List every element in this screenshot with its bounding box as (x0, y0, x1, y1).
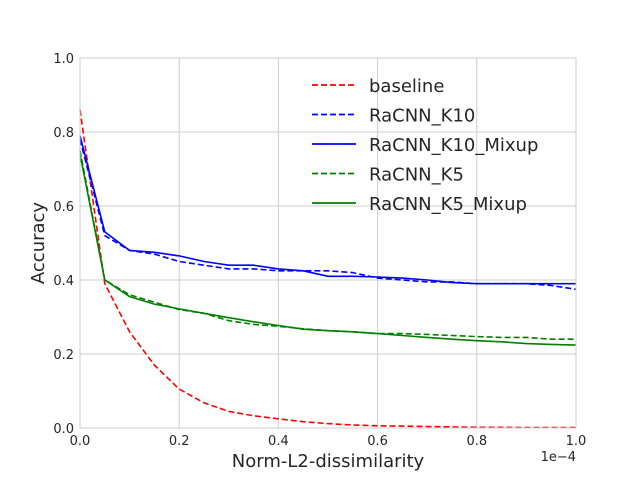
legend-label: RaCNN_K5_Mixup (369, 194, 527, 215)
legend-label: baseline (369, 76, 444, 97)
x-tick-label: 1.0 (566, 434, 587, 449)
legend-label: RaCNN_K5 (369, 165, 464, 186)
tick-labels: 0.0 0.2 0.4 0.6 0.8 1.0 0.0 0.2 0.4 0.6 0.8 1.0 (53, 52, 586, 449)
y-tick-label: 0.6 (53, 200, 74, 215)
series-line-baseline (79, 109, 576, 429)
y-tick-label: 0.2 (53, 348, 74, 363)
legend-label: RaCNN_K10_Mixup (369, 135, 538, 156)
x-tick-label: 0.0 (70, 434, 91, 449)
legend-label: RaCNN_K10 (369, 106, 475, 127)
x-tick-label: 0.6 (367, 434, 388, 449)
x-axis-label: Norm-L2-dissimilarity (232, 451, 425, 472)
series-line-racnn-k5-mixup (79, 154, 577, 346)
y-tick-label: 0.8 (53, 126, 74, 141)
x-tick-label: 0.4 (268, 434, 289, 449)
series-line-racnn-k10-mixup (79, 135, 576, 285)
x-offset-label: 1e−4 (541, 450, 576, 465)
x-tick-label: 0.2 (169, 434, 190, 449)
y-tick-label: 0.4 (53, 274, 74, 289)
y-tick-label: 0.0 (53, 422, 74, 437)
plot-frame (79, 57, 577, 429)
series-lines (79, 109, 577, 429)
series-line-racnn-k10 (79, 139, 577, 291)
y-tick-label: 1.0 (53, 52, 74, 67)
x-tick-label: 0.8 (466, 434, 487, 449)
y-axis-label: Accuracy (28, 202, 49, 285)
legend: baseline RaCNN_K10 RaCNN_K10_Mixup RaCNN_K5… (312, 76, 538, 215)
